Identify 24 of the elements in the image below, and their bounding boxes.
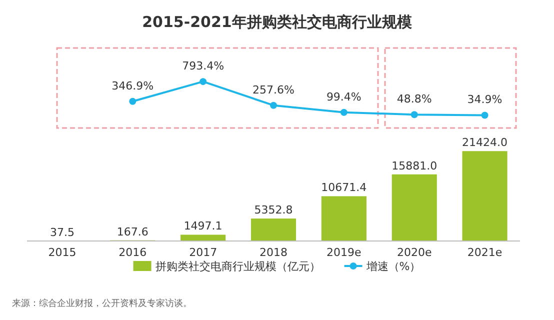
data-label: 99.4% <box>326 90 362 104</box>
x-tick-label: 2015 <box>48 246 76 260</box>
data-label: 37.5 <box>50 226 74 239</box>
data-label: 257.6% <box>252 83 294 96</box>
data-label: 5352.8 <box>254 204 293 217</box>
x-tick-label: 2016 <box>118 246 147 260</box>
data-label: 34.9% <box>467 93 502 106</box>
data-label: 10671.4 <box>321 181 367 194</box>
data-label: 167.6 <box>116 225 148 238</box>
x-tick-label: 2018 <box>260 246 288 260</box>
x-tick-label: 2019e <box>326 246 362 260</box>
chart-title: 2015-2021年拼购类社交电商行业规模 <box>142 13 413 31</box>
data-label: 793.4% <box>182 60 224 73</box>
data-label: 48.8% <box>396 92 432 106</box>
data-label: 21424.0 <box>462 136 508 150</box>
x-tick-label: 2021e <box>467 246 502 260</box>
data-label: 1497.1 <box>184 220 222 233</box>
data-label: 15881.0 <box>392 159 438 172</box>
x-tick-label: 2017 <box>189 246 218 260</box>
source-note: 来源：综合企业财报，公开资料及专家访谈。 <box>12 298 192 309</box>
legend-label: 拼购类社交电商行业规模（亿元） <box>155 260 320 273</box>
data-label: 346.9% <box>112 79 154 92</box>
x-tick-label: 2020e <box>396 246 432 260</box>
legend-label: 增速（%） <box>365 260 421 273</box>
